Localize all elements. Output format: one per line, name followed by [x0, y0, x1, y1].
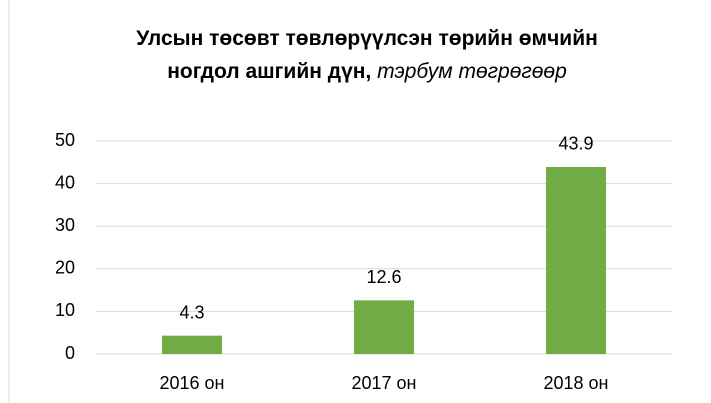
y-tick-label: 20	[55, 258, 75, 278]
title-block: Улсын төсөвт төвлөрүүлсэн төрийн өмчийн …	[117, 22, 617, 88]
chart-title: Улсын төсөвт төвлөрүүлсэн төрийн өмчийн …	[136, 27, 598, 83]
bar	[162, 335, 222, 354]
y-tick-label: 30	[55, 215, 75, 235]
y-tick-label: 0	[65, 343, 75, 363]
bar	[546, 166, 606, 354]
x-tick-label: 2018 он	[544, 373, 609, 393]
bar	[354, 300, 414, 354]
data-label: 4.3	[179, 302, 204, 322]
y-tick-label: 40	[55, 172, 75, 192]
x-tick-label: 2017 он	[352, 373, 417, 393]
y-tick-label: 50	[55, 130, 75, 150]
data-label: 43.9	[558, 134, 593, 154]
data-label: 12.6	[366, 267, 401, 287]
x-tick-label: 2016 он	[160, 373, 225, 393]
chart-subtitle: тэрбум төгрөгөөр	[377, 60, 567, 83]
y-tick-label: 10	[55, 300, 75, 320]
